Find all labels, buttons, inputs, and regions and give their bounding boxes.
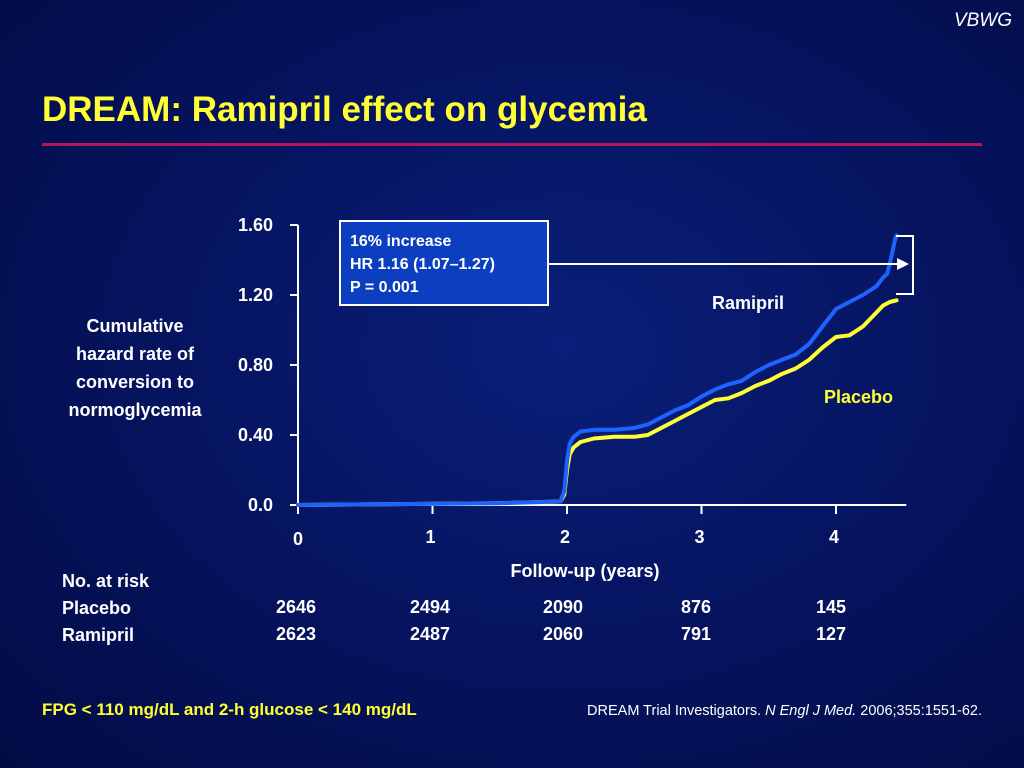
y-tick-label: 1.60 [238, 215, 273, 235]
at-risk-label-ramipril: Ramipril [62, 625, 135, 645]
page-title: DREAM: Ramipril effect on glycemia [42, 90, 647, 129]
x-tick-label: 1 [425, 527, 435, 547]
series-line-ramipril [296, 233, 899, 507]
x-axis-title: Follow-up (years) [510, 561, 659, 581]
title-underline [42, 143, 982, 146]
y-tick-label: 0.80 [238, 355, 273, 375]
annotation-arrowhead [897, 258, 909, 270]
chart-curves [296, 233, 899, 507]
at-risk-placebo-cell: 2646 [275, 597, 317, 617]
annotation-line: 16% increase [350, 233, 452, 250]
annotation-line: HR 1.16 (1.07–1.27) [350, 256, 495, 273]
y-axis-label-line: hazard rate of [75, 344, 195, 364]
at-risk-header: No. at risk [62, 571, 150, 591]
y-axis-label-line: conversion to [75, 372, 195, 392]
difference-bracket [896, 235, 914, 295]
at-risk-placebo-cell: 145 [815, 597, 847, 617]
x-tick-label: 2 [560, 527, 570, 547]
at-risk-ramipril-cell: 2623 [275, 624, 317, 644]
chart-annotation: 16% increase HR 1.16 (1.07–1.27) P = 0.0… [339, 220, 914, 581]
annotation-box [339, 220, 549, 306]
citation: DREAM Trial Investigators. N Engl J Med.… [587, 703, 982, 719]
at-risk-placebo-cell: 2494 [409, 597, 451, 617]
at-risk-ramipril-cell: 2487 [409, 624, 451, 644]
y-axis-label-line: Cumulative [86, 316, 184, 336]
y-axis-label: Cumulative hazard rate of conversion to … [40, 312, 230, 424]
series-label-placebo: Placebo [824, 387, 893, 407]
series-label-ramipril: Ramipril [712, 293, 784, 313]
at-risk-ramipril-cell: 2060 [542, 624, 584, 644]
at-risk-placebo-cell: 876 [680, 597, 712, 617]
x-tick-label: 3 [694, 527, 704, 547]
at-risk-label-placebo: Placebo [62, 598, 132, 618]
y-axis-label-line: normoglycemia [68, 400, 202, 420]
chart-axes: 0.0 0.40 0.80 1.20 1.60 0 1 2 3 4 [238, 215, 907, 549]
criteria-footnote: FPG < 110 mg/dL and 2-h glucose < 140 mg… [42, 700, 417, 719]
at-risk-placebo-cell: 2090 [542, 597, 584, 617]
citation-journal: N Engl J Med. [765, 703, 857, 719]
y-tick-label: 0.40 [238, 425, 273, 445]
annotation-line: P = 0.001 [350, 279, 419, 296]
citation-ref: 2006;355:1551-62. [860, 703, 982, 719]
at-risk-ramipril-cell: 791 [680, 624, 712, 644]
brand-logo: VBWG [953, 10, 1012, 31]
x-tick-label: 0 [293, 529, 303, 549]
y-tick-label: 1.20 [238, 285, 273, 305]
citation-authors: DREAM Trial Investigators. [587, 703, 762, 719]
x-tick-label: 4 [829, 527, 839, 547]
y-tick-label: 0.0 [248, 495, 273, 515]
series-line-placebo [296, 298, 899, 507]
at-risk-ramipril-cell: 127 [815, 624, 847, 644]
